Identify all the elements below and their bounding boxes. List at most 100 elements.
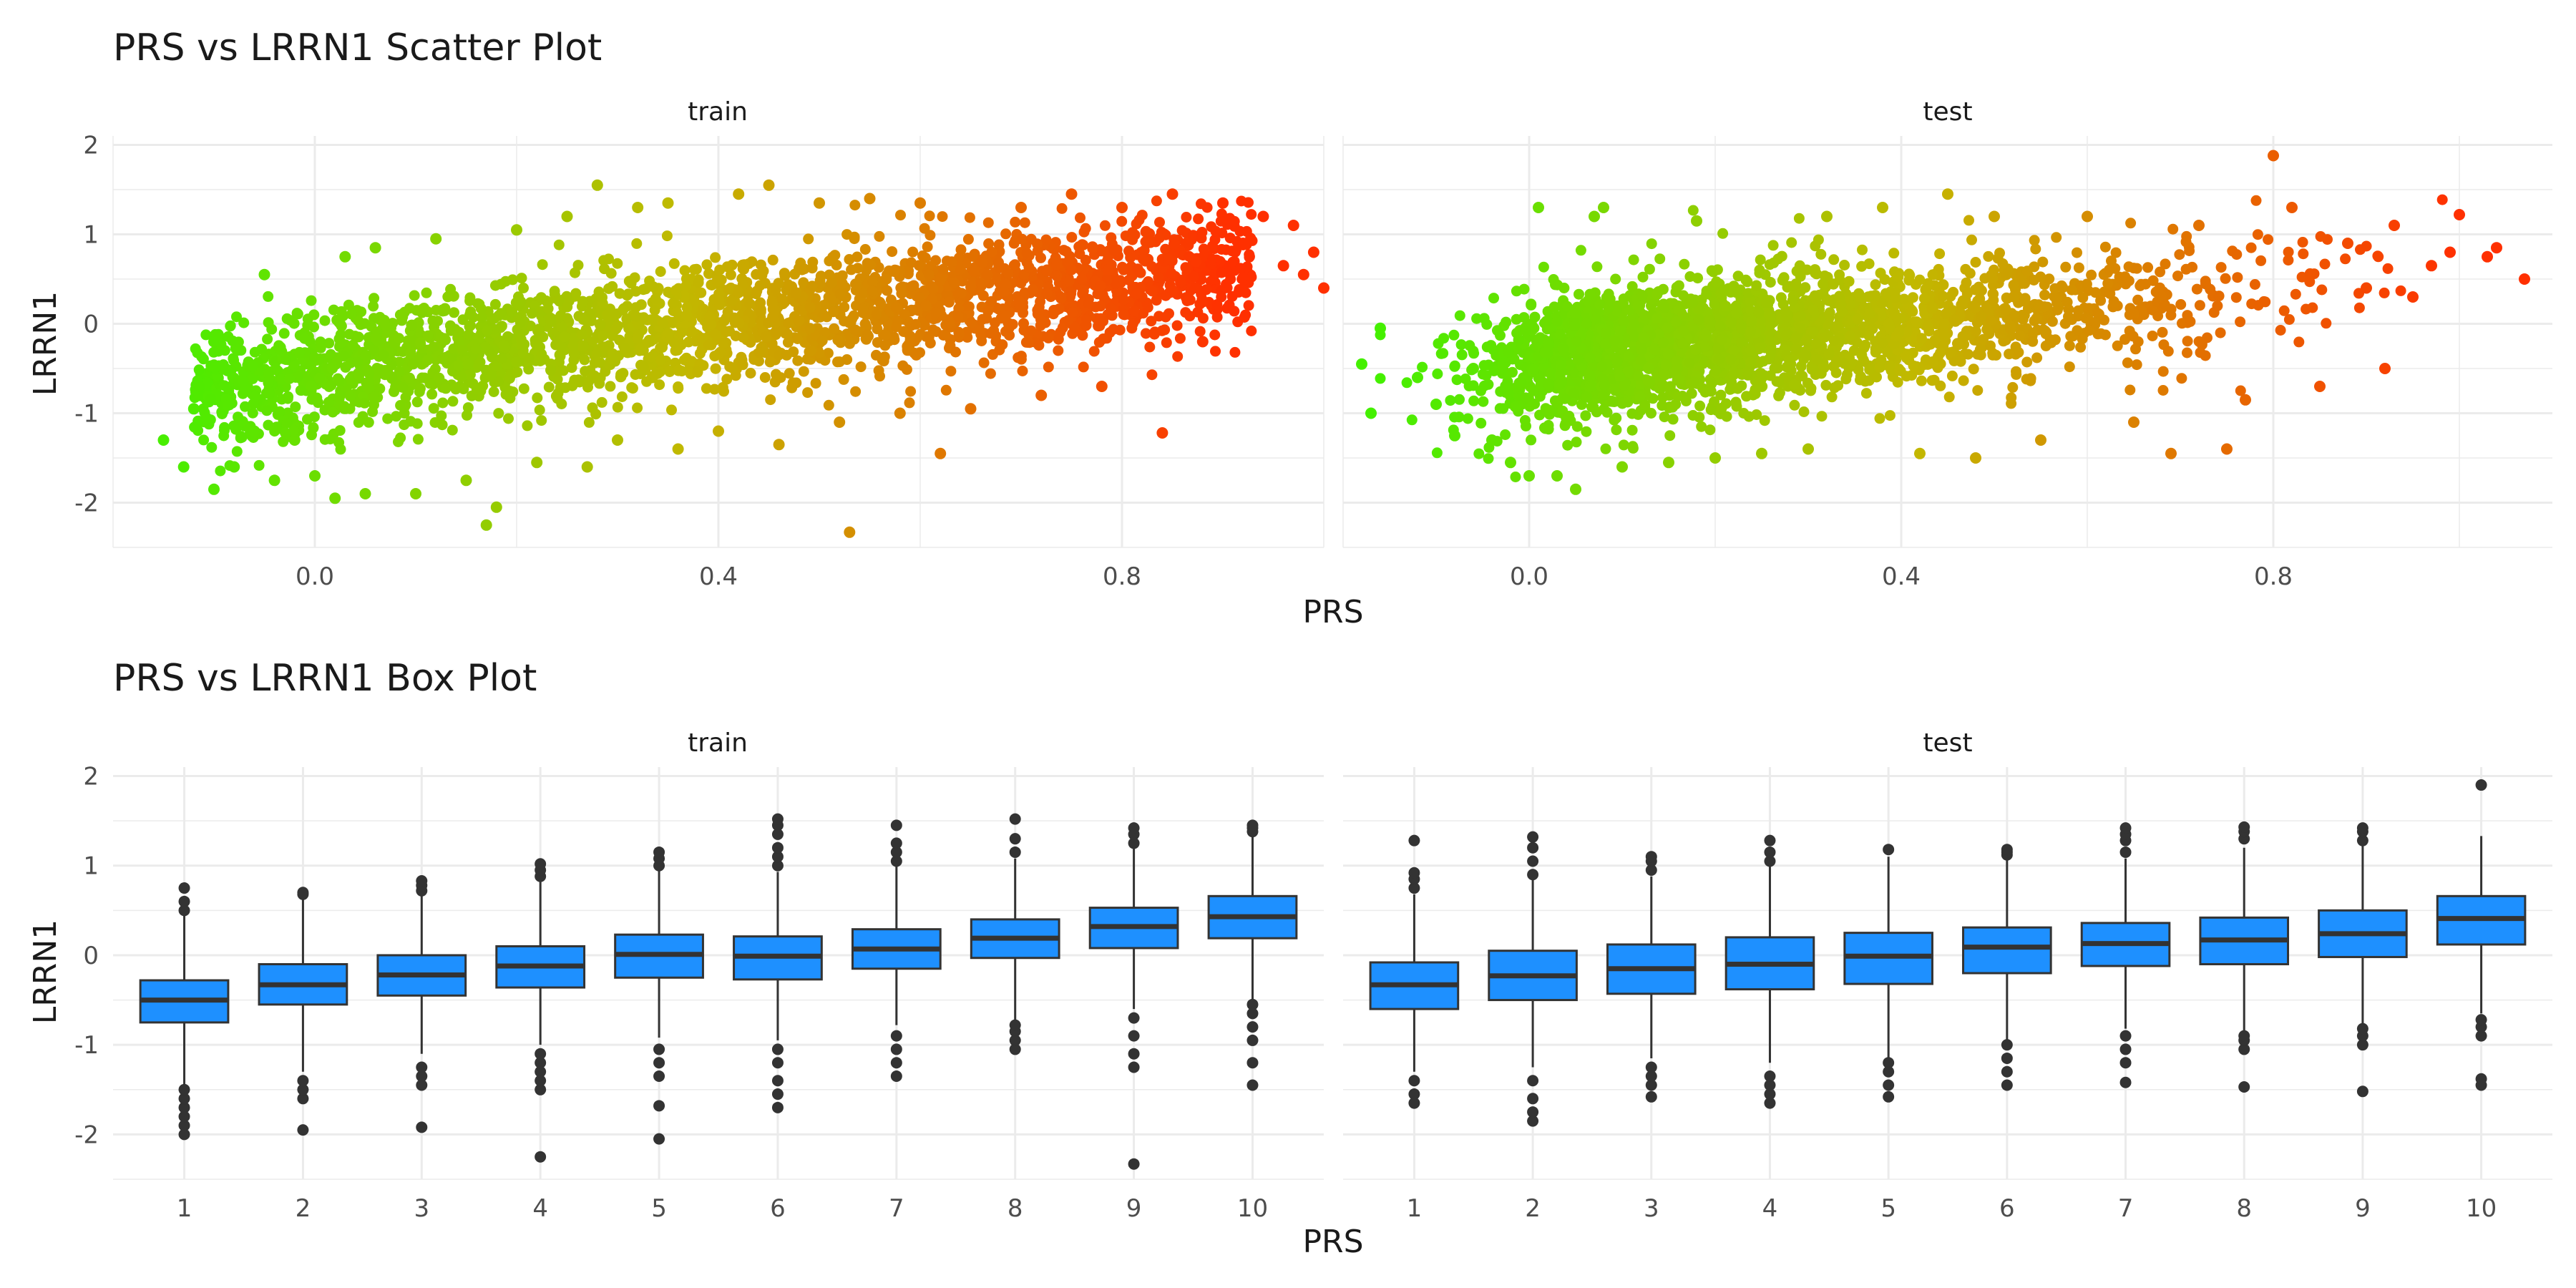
scatter-train-point [1232,316,1244,328]
scatter-train-point [1041,288,1053,299]
scatter-test-point [1730,398,1742,409]
scatter-train-point [1106,303,1116,314]
scatter-train-point [733,188,745,200]
scatter-test-point [2395,285,2406,296]
scatter-train-point [368,391,379,403]
scatter-test-point [2010,341,2021,353]
scatter-train-point [333,436,345,448]
scatter-train-point [649,304,660,316]
scatter-train-point [1154,217,1165,228]
scatter-train-point [1166,268,1177,279]
scatter-train-point [828,306,839,318]
scatter-test-point [1816,411,1828,422]
scatter-train-point [952,311,964,323]
scatter-train-point [849,233,860,245]
scatter-test-point [1543,379,1554,390]
scatter-train-point [630,302,641,313]
scatter-test-point [1970,257,1981,268]
scatter-train-point [323,396,334,408]
scatter-test-point [2213,291,2225,302]
scatter-test-point [1856,349,1868,361]
scatter-test-point [2029,235,2040,246]
scatter-train-point [369,293,380,304]
scatter-train-point [486,370,497,381]
scatter-train-point [406,333,418,345]
scatter-test-point [1586,381,1597,392]
scatter-train-point [282,407,293,419]
scatter-train-point [1211,311,1223,323]
scatter-test-point [1562,439,1574,451]
scatter-test-point [2230,292,2242,303]
scatter-train-point [844,317,855,328]
scatter-train-point [983,238,995,249]
scatter-test-point [1795,311,1806,321]
scatter-train-point [1023,261,1035,273]
scatter-train-point [945,366,957,377]
scatter-train-point [895,282,907,293]
scatter-train-point [263,377,274,389]
scatter-train-point [1243,300,1254,311]
scatter-test-point [1916,375,1927,386]
scatter-train-point [823,399,834,411]
scatter-train-point [288,318,300,329]
scatter-train-point [397,346,409,357]
scatter-test-point [1451,374,1463,386]
scatter-test-point [2232,272,2243,283]
scatter-train-point [421,287,432,298]
scatter-train-point [309,352,321,364]
scatter-train-point [834,416,846,428]
scatter-train-point [967,251,979,262]
scatter-test-point [1946,370,1958,381]
scatter-train-point [194,381,205,392]
scatter-test-point [1626,408,1638,419]
scatter-test-point [1584,370,1596,381]
scatter-train-point [693,277,704,288]
scatter-test-point [1798,406,1810,417]
scatter-train-point [1080,223,1091,234]
scatter-test-point [1462,413,1473,424]
scatter-train-point [1110,278,1121,289]
scatter-train-point [1108,245,1120,256]
scatter-test-point [2298,248,2309,260]
scatter-test-point [2001,269,2012,280]
scatter-train-point [956,288,967,299]
scatter-test-point [2157,366,2169,377]
scatter-train-point [1083,298,1094,309]
scatter-test-point [1639,399,1651,411]
scatter-train-point [343,299,354,311]
scatter-train-point [248,398,259,409]
scatter-test-point [1978,333,1989,345]
scatter-test-point [2004,348,2015,360]
scatter-train-point [1163,253,1174,265]
scatter-train-point [664,366,675,377]
scatter-test-point [1511,286,1522,297]
scatter-train-point [288,434,301,446]
scatter-train-point [511,224,522,236]
scatter-test-point [1735,336,1747,348]
scatter-train-point [313,373,325,384]
scatter-test-point [1786,237,1797,248]
scatter-test-point [1468,395,1480,406]
scatter-train-point [703,339,714,351]
scatter-train-point [507,274,518,286]
scatter-train-x-tick-label: 0.8 [1103,562,1141,591]
scatter-test-point [1879,274,1890,286]
scatter-train-point [632,402,643,414]
scatter-train-point [976,336,987,346]
scatter-train-point [206,441,218,453]
scatter-train-point [1098,316,1109,327]
scatter-train-point [1196,336,1209,348]
scatter-test-point [2039,301,2050,312]
scatter-train-point [248,360,258,371]
scatter-train-point [903,265,914,276]
scatter-train-point [409,290,420,301]
scatter-train-point [1020,336,1032,348]
scatter-train-point [291,308,303,319]
scatter-test-point [1618,439,1629,451]
scatter-train-point [1008,238,1020,249]
scatter-test-point [1701,328,1712,339]
scatter-train-point [1216,244,1227,255]
scatter-train-point [556,321,567,333]
scatter-test-point [2122,357,2133,369]
scatter-train-x-tick-label: 0.4 [699,562,738,591]
